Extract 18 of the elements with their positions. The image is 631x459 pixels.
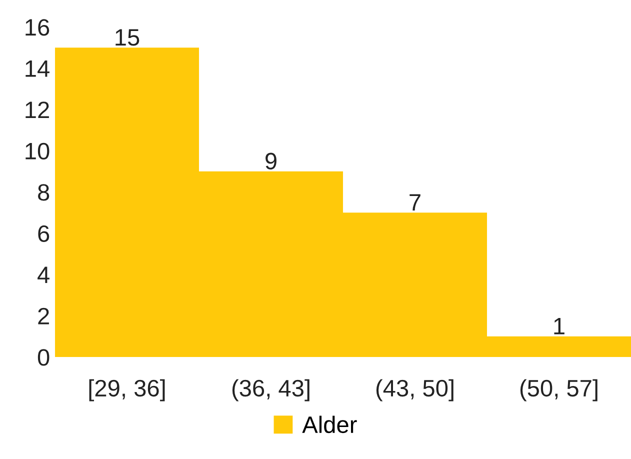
y-tick-label: 8 bbox=[38, 184, 50, 201]
x-tick-label: (50, 57] bbox=[520, 379, 598, 402]
data-label: 9 bbox=[266, 152, 276, 170]
data-label: 1 bbox=[554, 318, 564, 334]
y-tick-label: 0 bbox=[38, 349, 50, 366]
x-tick-label: (36, 43] bbox=[232, 379, 310, 402]
y-tick-label: 2 bbox=[38, 308, 49, 324]
x-tick-label: [29, 36] bbox=[89, 379, 165, 402]
data-label: 15 bbox=[116, 29, 140, 46]
y-tick-label: 16 bbox=[26, 19, 50, 36]
y-tick-label: 10 bbox=[26, 142, 50, 160]
legend-label: Alder bbox=[302, 416, 357, 434]
y-tick-label: 12 bbox=[26, 102, 49, 118]
y-tick-label: 6 bbox=[38, 225, 50, 242]
x-tick-label: (43, 50] bbox=[376, 379, 454, 402]
y-tick-label: 4 bbox=[38, 266, 50, 284]
y-tick-label: 14 bbox=[26, 60, 50, 77]
data-label: 7 bbox=[410, 194, 420, 211]
